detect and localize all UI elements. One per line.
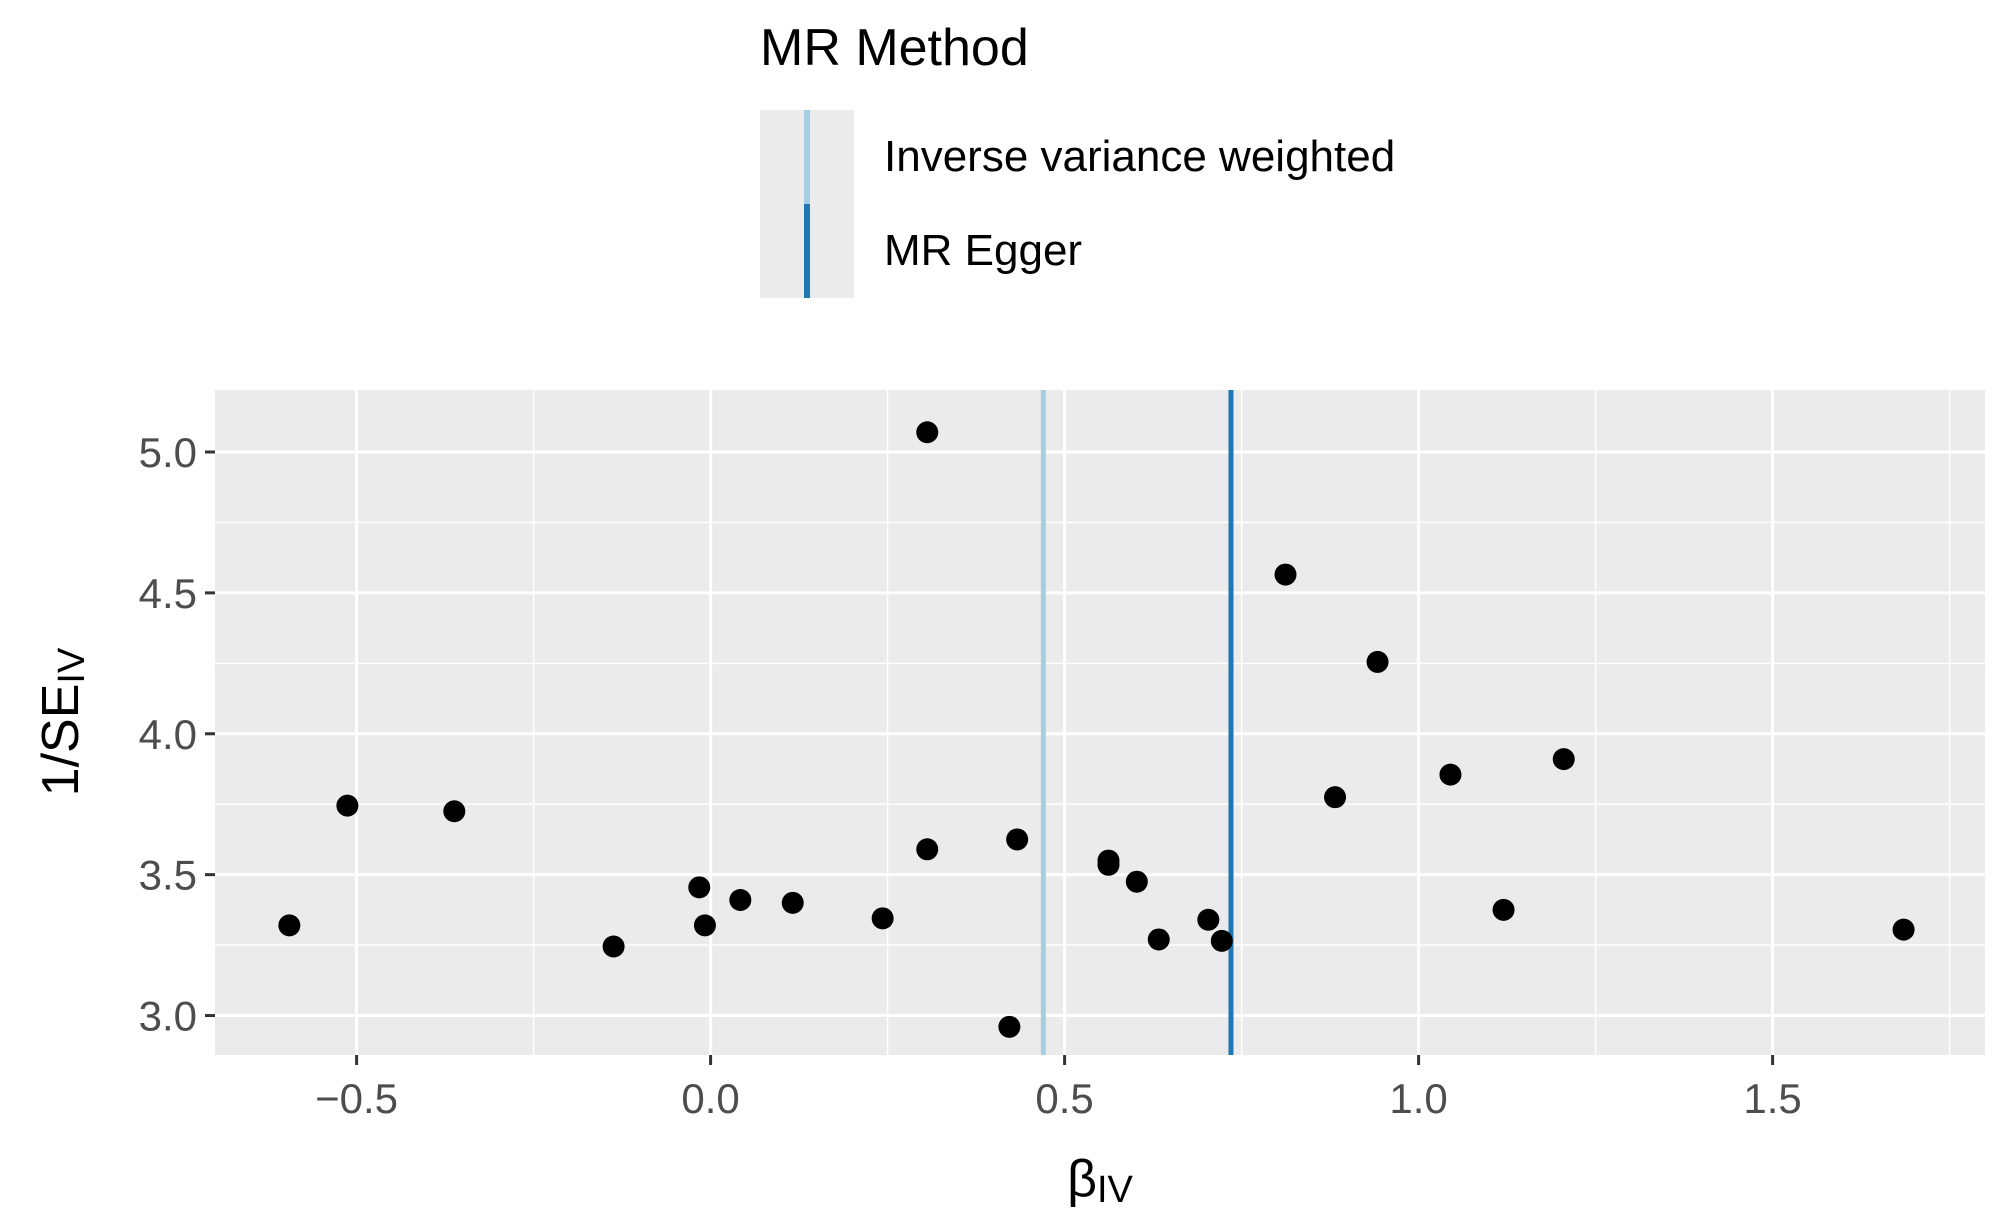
x-axis: −0.5 0.0 0.5 1.0 1.5 <box>315 1055 1802 1122</box>
data-point <box>729 889 752 912</box>
data-point <box>1324 786 1347 809</box>
x-axis-label: βIV <box>1067 1150 1133 1211</box>
grid-minor <box>215 390 1985 1055</box>
x-tick-label: 1.0 <box>1389 1075 1447 1122</box>
data-point <box>1439 763 1462 786</box>
data-point <box>781 891 804 914</box>
data-point <box>602 935 625 958</box>
x-tick-label: 0.0 <box>681 1075 739 1122</box>
data-point <box>1197 908 1220 931</box>
y-tick-label: 5.0 <box>139 429 197 476</box>
legend-label-ivw: Inverse variance weighted <box>884 132 1396 181</box>
data-point <box>1097 853 1120 876</box>
x-tick-label: 0.5 <box>1035 1075 1093 1122</box>
legend-key-egger <box>760 204 854 298</box>
y-axis-label: 1/SEIV <box>32 647 93 796</box>
data-point <box>916 421 939 444</box>
data-point <box>998 1015 1021 1038</box>
data-point <box>688 876 711 899</box>
legend-key-ivw <box>760 110 854 204</box>
data-point <box>1210 929 1233 952</box>
legend-swatch-egger <box>804 204 810 298</box>
data-point <box>871 907 894 930</box>
data-point <box>916 838 939 861</box>
x-tick-label: −0.5 <box>315 1075 398 1122</box>
grid-major <box>215 390 1985 1055</box>
y-axis: 3.0 3.5 4.0 4.5 5.0 <box>139 429 215 1040</box>
x-tick-label: 1.5 <box>1743 1075 1801 1122</box>
legend-title: MR Method <box>760 19 1029 77</box>
data-point <box>1147 928 1170 951</box>
data-point <box>1552 748 1575 771</box>
data-point <box>1366 650 1389 673</box>
y-tick-label: 3.5 <box>139 852 197 899</box>
data-point <box>1892 918 1915 941</box>
y-tick-label: 3.0 <box>139 993 197 1040</box>
legend-swatch-ivw <box>804 110 810 204</box>
data-point <box>443 800 466 823</box>
data-point <box>693 914 716 937</box>
data-point <box>1125 870 1148 893</box>
y-tick-label: 4.0 <box>139 711 197 758</box>
plot-panel <box>215 390 1985 1055</box>
data-point <box>336 794 359 817</box>
legend-label-egger: MR Egger <box>884 226 1083 275</box>
data-point <box>1006 828 1029 851</box>
data-points <box>278 421 1915 1038</box>
data-point <box>278 914 301 937</box>
y-tick-label: 4.5 <box>139 570 197 617</box>
data-point <box>1492 898 1515 921</box>
data-point <box>1274 563 1297 586</box>
